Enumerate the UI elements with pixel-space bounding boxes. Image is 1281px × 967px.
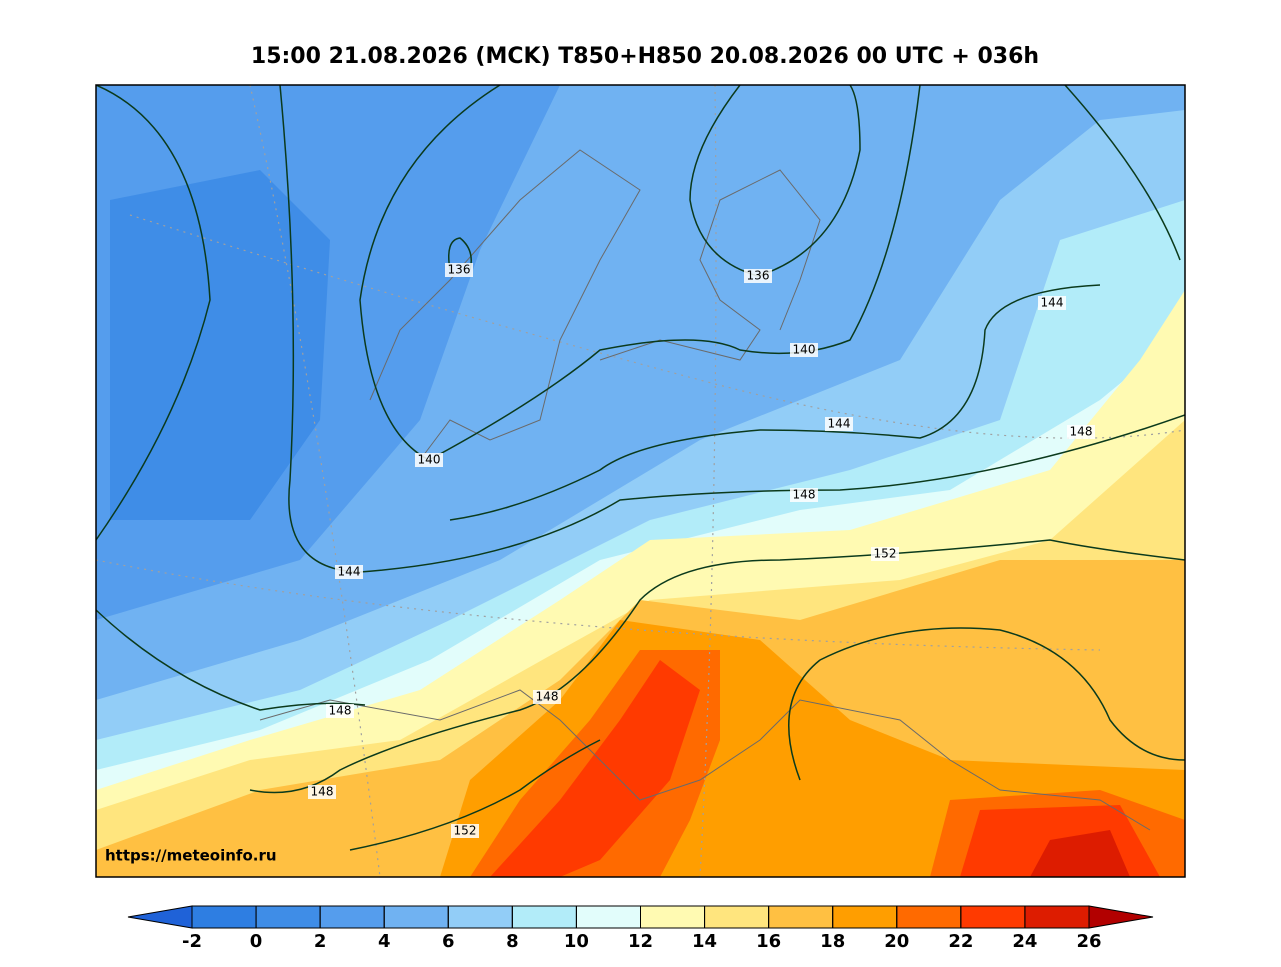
contour-label-bg	[790, 343, 818, 357]
contour-label: 148	[536, 690, 559, 704]
colorbar-tick-label: 2	[314, 931, 327, 952]
colorbar-tick-label: 4	[378, 931, 391, 952]
colorbar-segment	[383, 905, 449, 929]
contour-label-bg	[445, 263, 473, 277]
watermark: https://meteoinfo.ru	[105, 847, 277, 865]
colorbar-segment	[191, 905, 257, 929]
colorbar-segment	[1024, 905, 1090, 929]
contour-label: 148	[311, 785, 334, 799]
colorbar-tick-label: 16	[756, 931, 781, 952]
contour-label-bg	[415, 453, 443, 467]
contour-label: 148	[793, 488, 816, 502]
contour-label: 136	[448, 263, 471, 277]
colorbar-extend-low	[127, 905, 193, 929]
contour-label-bg	[1067, 425, 1095, 439]
colorbar-segment	[832, 905, 898, 929]
contour-label-bg	[308, 785, 336, 799]
colorbar-tick-label: 8	[506, 931, 519, 952]
colorbar: -2 0 2 4 6 8 10 12 14 16 18 20 22 24 26	[127, 905, 1154, 952]
contour-label-bg	[825, 417, 853, 431]
contour-label: 140	[793, 343, 816, 357]
colorbar-tick-label: -2	[182, 931, 202, 952]
colorbar-tick-label: 20	[884, 931, 909, 952]
colorbar-tick-label: 10	[564, 931, 589, 952]
colorbar-segment	[768, 905, 834, 929]
colorbar-tick-label: 26	[1076, 931, 1101, 952]
colorbar-extend-high	[1088, 905, 1154, 929]
map: 136 136 140 140 144 144 144 148 148 148 148 148 152 1…	[95, 84, 1186, 878]
contour-labels: 136 136 140 140 144 144 144 148 148 148 148 148 152 1…	[308, 263, 1095, 838]
contour-label: 136	[747, 269, 770, 283]
contour-label: 152	[874, 547, 897, 561]
contour-label-bg	[1038, 296, 1066, 310]
contour-label-bg	[744, 269, 772, 283]
colorbar-tick-label: 18	[820, 931, 845, 952]
colorbar-tick-label: 0	[250, 931, 263, 952]
colorbar-segment	[704, 905, 770, 929]
colorbar-tick-label: 12	[628, 931, 653, 952]
colorbar-tick-label: 22	[948, 931, 973, 952]
colorbar-segment	[447, 905, 513, 929]
contour-label: 144	[1041, 296, 1064, 310]
contour-label: 148	[329, 704, 352, 718]
contour-label-bg	[451, 824, 479, 838]
colorbar-segment	[640, 905, 706, 929]
colorbar-tick-label: 14	[692, 931, 717, 952]
title: 15:00 21.08.2026 (MCK) T850+H850 20.08.2…	[251, 44, 1039, 69]
contour-label: 152	[454, 824, 477, 838]
contour-label-bg	[871, 547, 899, 561]
contour-label-bg	[335, 565, 363, 579]
colorbar-segment	[960, 905, 1026, 929]
contour-label-bg	[326, 704, 354, 718]
colorbar-segment	[896, 905, 962, 929]
colorbar-segment	[575, 905, 642, 929]
contour-label: 140	[418, 453, 441, 467]
contour-label-bg	[533, 690, 561, 704]
contour-label: 148	[1070, 425, 1093, 439]
contour-label-bg	[790, 488, 818, 502]
colorbar-tick-label: 6	[442, 931, 455, 952]
colorbar-segment	[319, 905, 385, 929]
colorbar-tick-label: 24	[1012, 931, 1037, 952]
colorbar-segment	[255, 905, 321, 929]
contour-label: 144	[338, 565, 361, 579]
colorbar-segment	[511, 905, 577, 929]
contour-label: 144	[828, 417, 851, 431]
